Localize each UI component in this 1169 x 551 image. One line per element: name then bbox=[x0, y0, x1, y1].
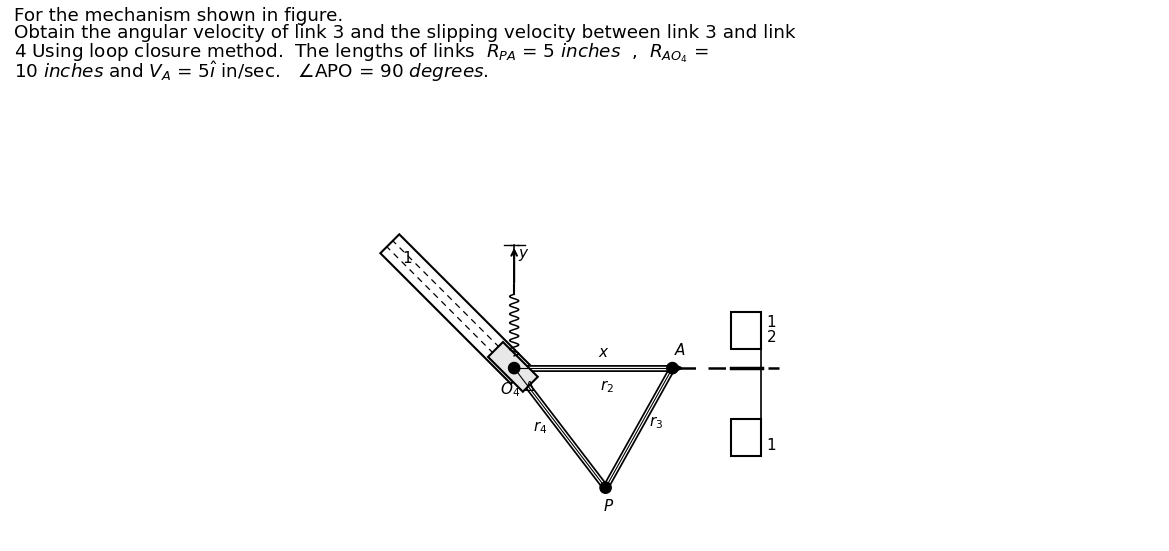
Text: 1: 1 bbox=[402, 251, 413, 266]
Polygon shape bbox=[487, 342, 538, 392]
Text: 10 $\it{inches}$ and $V_A$ = 5$\hat{\imath}$ in/sec.   $\angle$APO = 90 $\it{deg: 10 $\it{inches}$ and $V_A$ = 5$\hat{\ima… bbox=[14, 59, 489, 84]
Bar bbox=[732, 312, 761, 349]
Circle shape bbox=[666, 363, 678, 374]
Text: 1: 1 bbox=[767, 315, 776, 331]
Text: $y$: $y$ bbox=[518, 247, 530, 263]
Bar bbox=[732, 419, 761, 456]
Text: $r_4$: $r_4$ bbox=[533, 419, 547, 436]
Text: Obtain the angular velocity of link 3 and the slipping velocity between link 3 a: Obtain the angular velocity of link 3 an… bbox=[14, 24, 796, 42]
Text: For the mechanism shown in figure.: For the mechanism shown in figure. bbox=[14, 7, 344, 25]
Text: 1: 1 bbox=[767, 437, 776, 452]
Text: $r_2$: $r_2$ bbox=[601, 378, 615, 395]
Text: $x$: $x$ bbox=[599, 345, 609, 360]
Text: $O_4$: $O_4$ bbox=[500, 380, 520, 399]
Text: 4 Using loop closure method.  The lengths of links  $R_{PA}$ = 5 $\it{inches}$  : 4 Using loop closure method. The lengths… bbox=[14, 42, 708, 65]
Polygon shape bbox=[380, 234, 530, 384]
Text: $r_3$: $r_3$ bbox=[649, 414, 663, 431]
Text: $A$: $A$ bbox=[675, 342, 686, 358]
Bar bbox=[732, 312, 761, 349]
Circle shape bbox=[509, 363, 520, 374]
Text: $\Delta$: $\Delta$ bbox=[524, 380, 535, 395]
Text: 2: 2 bbox=[767, 330, 776, 345]
Text: $P$: $P$ bbox=[603, 498, 614, 514]
Circle shape bbox=[600, 482, 611, 493]
Bar bbox=[732, 419, 761, 456]
